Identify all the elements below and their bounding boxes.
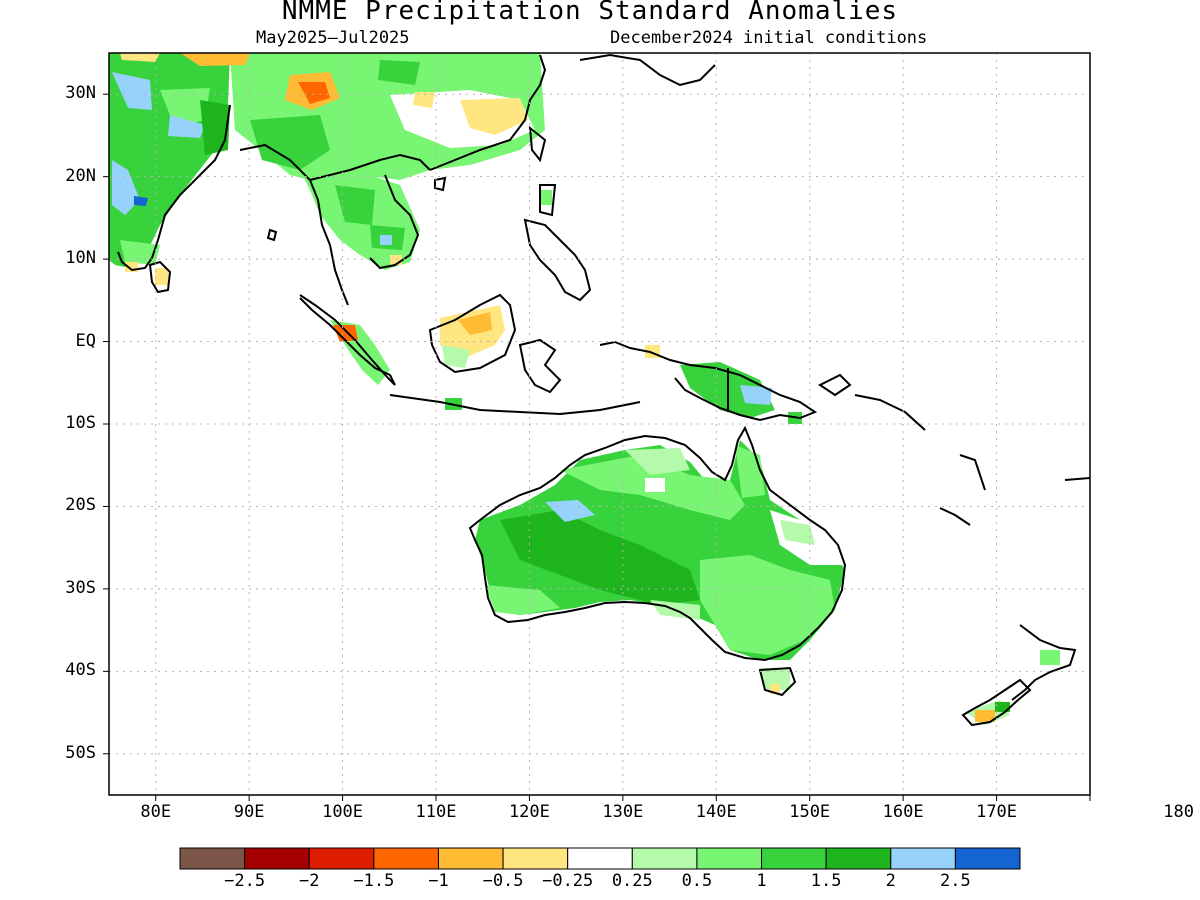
coastlines	[117, 53, 1090, 727]
colorbar-label: 2	[885, 871, 896, 891]
forecast-period: May2025–Jul2025	[256, 28, 410, 48]
colorbar-swatch	[373, 847, 439, 870]
colorbar-label: 1	[756, 871, 767, 891]
lat-label: 10S	[65, 413, 96, 433]
lat-label: 50S	[65, 742, 96, 763]
colorbar-label: −0.5	[482, 871, 524, 891]
lon-label: 90E	[233, 802, 265, 822]
anomaly-fields	[109, 53, 1060, 725]
lat-label: 30N	[65, 83, 96, 104]
colorbar-label: 0.5	[681, 871, 713, 891]
gridlines	[109, 53, 1090, 795]
colorbar-swatch	[308, 847, 375, 870]
lat-label: 20N	[65, 165, 96, 186]
colorbar-label: 0.25	[611, 871, 653, 891]
colorbar-swatch	[502, 847, 569, 870]
lon-label: 150E	[789, 802, 831, 822]
initial-conditions: December2024 initial conditions	[610, 28, 928, 48]
lon-label: 170E	[976, 802, 1018, 822]
lat-label: 20S	[65, 495, 96, 516]
lon-label: 160E	[882, 802, 924, 822]
colorbar-label: −2.5	[224, 871, 266, 891]
lon-label: 120E	[508, 802, 550, 822]
colorbar-label: 1.5	[810, 871, 842, 891]
axis-ticks	[103, 93, 1091, 801]
lat-label: 40S	[65, 660, 96, 681]
lon-label: 100E	[322, 802, 364, 822]
map-content	[109, 53, 1090, 795]
lon-label: 130E	[602, 802, 644, 822]
colorbar-label: −1.5	[353, 871, 395, 891]
colorbar-swatch	[761, 847, 827, 870]
colorbar-swatch	[244, 847, 310, 870]
lon-label: 80E	[140, 802, 172, 822]
colorbar-label: −0.25	[542, 871, 594, 891]
lat-label: 30S	[65, 577, 96, 598]
colorbar-swatch	[179, 847, 246, 870]
chart-title: NMME Precipitation Standard Anomalies	[281, 0, 899, 26]
colorbar-swatch	[631, 847, 698, 870]
colorbar-label: −2	[298, 871, 320, 891]
lon-label: 180	[1163, 802, 1194, 822]
colorbar-swatch	[696, 847, 763, 870]
colorbar-swatch	[437, 847, 504, 870]
colorbar-swatch	[567, 847, 633, 870]
lat-label: 10N	[65, 248, 96, 269]
lon-label: 140E	[695, 802, 737, 822]
lat-label: EQ	[75, 330, 96, 351]
colorbar-label: −1	[428, 871, 449, 891]
colorbar	[179, 847, 1021, 870]
colorbar-swatch	[825, 847, 892, 870]
colorbar-label: 2.5	[940, 871, 971, 891]
colorbar-swatch	[890, 847, 956, 870]
colorbar-swatch	[954, 847, 1021, 870]
lon-label: 110E	[415, 802, 457, 822]
